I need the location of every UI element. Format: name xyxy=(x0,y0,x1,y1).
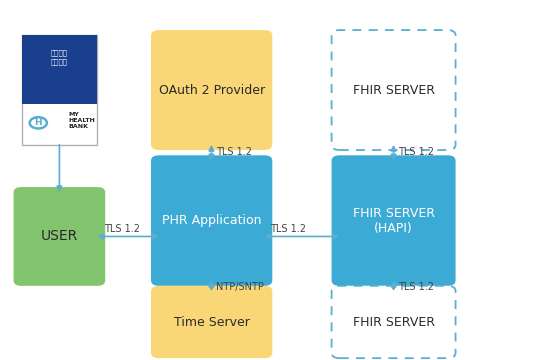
FancyBboxPatch shape xyxy=(14,187,105,286)
FancyBboxPatch shape xyxy=(151,286,272,358)
Text: MY
HEALTH
BANK: MY HEALTH BANK xyxy=(68,112,95,129)
FancyBboxPatch shape xyxy=(332,286,455,358)
Text: FHIR SERVER: FHIR SERVER xyxy=(353,84,434,96)
Text: USER: USER xyxy=(41,229,78,243)
FancyBboxPatch shape xyxy=(332,155,455,286)
FancyBboxPatch shape xyxy=(21,35,97,104)
Text: NTP/SNTP: NTP/SNTP xyxy=(216,282,263,292)
Text: H: H xyxy=(35,118,42,127)
Text: 全民健保
健康存摺: 全民健保 健康存摺 xyxy=(51,50,68,65)
Text: TLS 1.2: TLS 1.2 xyxy=(398,148,434,157)
FancyBboxPatch shape xyxy=(151,155,272,286)
Text: PHR Application: PHR Application xyxy=(162,214,261,227)
FancyBboxPatch shape xyxy=(332,30,455,150)
Text: TLS 1.2: TLS 1.2 xyxy=(270,224,306,234)
Text: OAuth 2 Provider: OAuth 2 Provider xyxy=(158,84,265,96)
Text: TLS 1.2: TLS 1.2 xyxy=(104,224,140,234)
Text: FHIR SERVER
(HAPI): FHIR SERVER (HAPI) xyxy=(353,207,434,235)
Text: TLS 1.2: TLS 1.2 xyxy=(216,148,252,157)
FancyBboxPatch shape xyxy=(151,30,272,150)
FancyBboxPatch shape xyxy=(21,35,97,145)
Text: TLS 1.2: TLS 1.2 xyxy=(398,282,434,292)
Text: FHIR SERVER: FHIR SERVER xyxy=(353,315,434,329)
Text: Time Server: Time Server xyxy=(174,315,250,329)
